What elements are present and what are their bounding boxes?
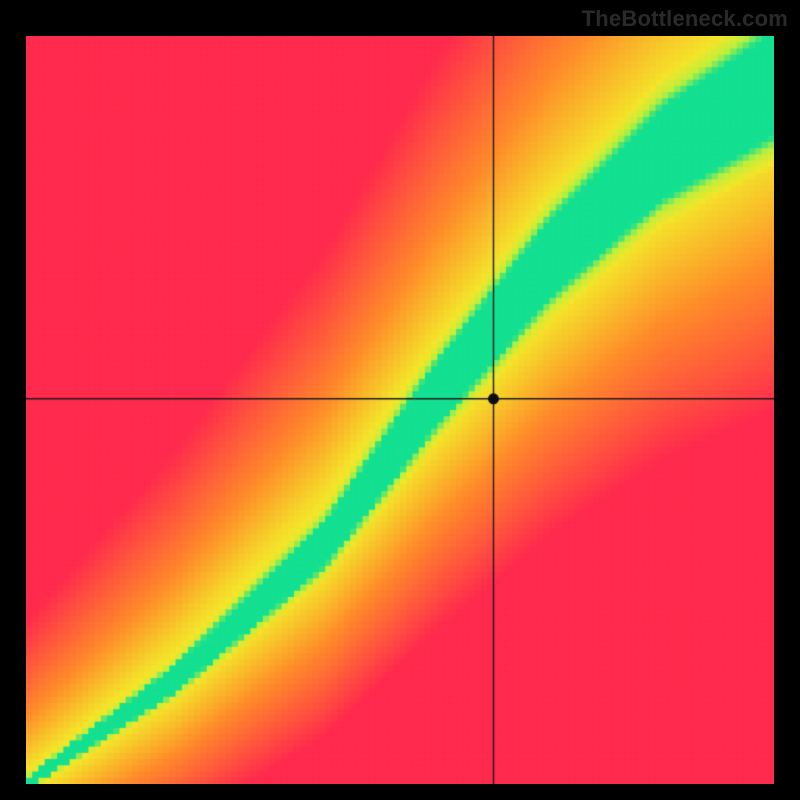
watermark-text: TheBottleneck.com (582, 6, 788, 32)
chart-container: TheBottleneck.com (0, 0, 800, 800)
heatmap-canvas (26, 36, 774, 784)
